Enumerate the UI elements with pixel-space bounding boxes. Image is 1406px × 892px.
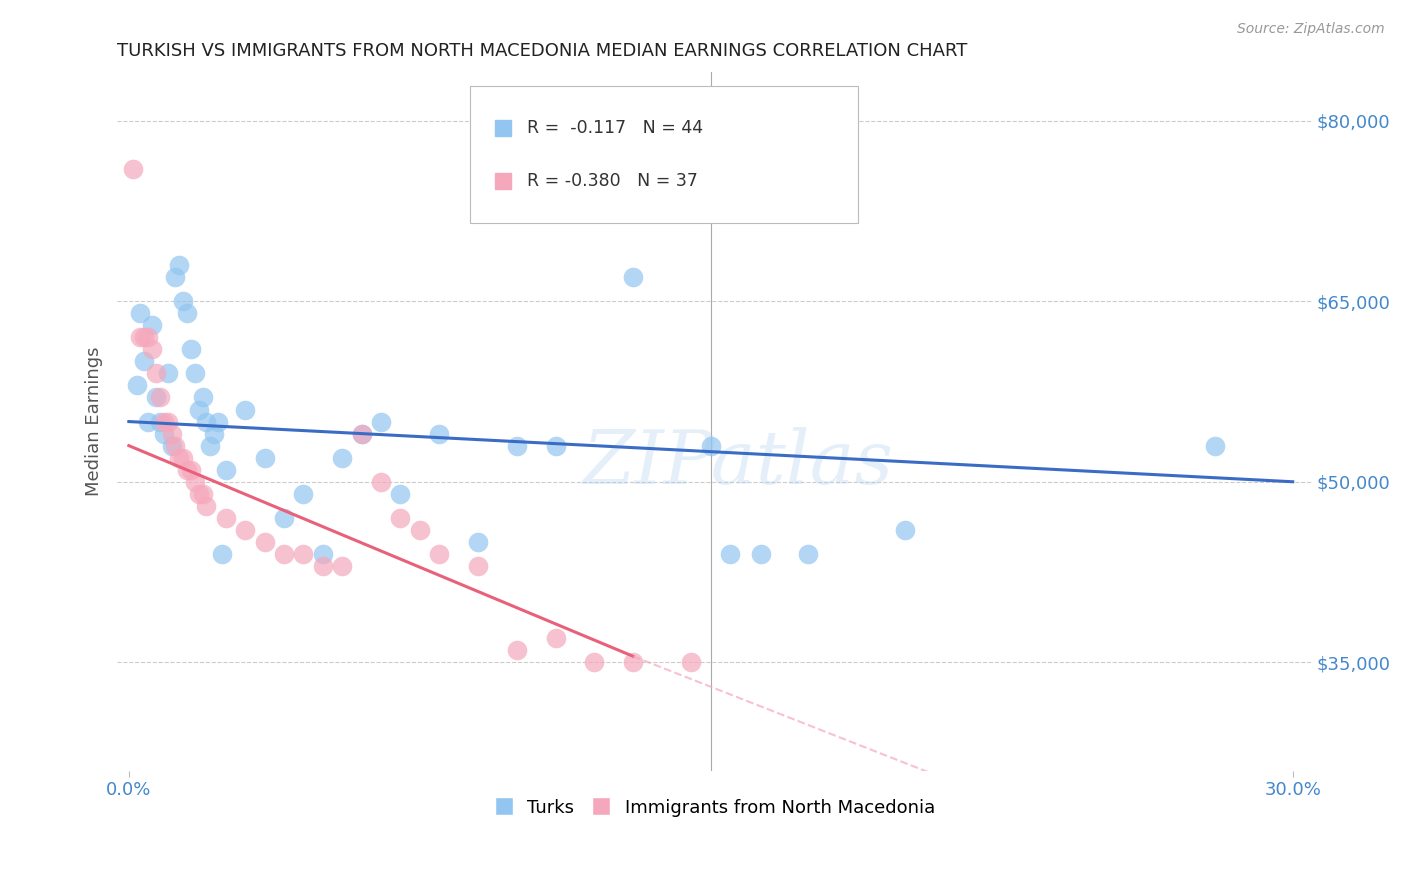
Point (273, 547, 295, 561)
Point (184, 475, 207, 489)
Point (191, 391, 214, 405)
Point (330, 559, 353, 574)
Point (134, 354, 156, 368)
Point (292, 547, 315, 561)
Point (187, 487, 209, 501)
Point (292, 487, 315, 501)
Point (621, 656, 644, 670)
Text: ZIPatlas: ZIPatlas (583, 427, 894, 500)
FancyBboxPatch shape (470, 87, 858, 222)
Point (136, 415, 159, 429)
Y-axis label: Median Earnings: Median Earnings (86, 347, 103, 496)
Point (121, 161, 143, 176)
Point (187, 402, 209, 417)
Point (200, 439, 222, 453)
Point (700, 439, 723, 453)
Point (427, 426, 450, 441)
Point (156, 415, 179, 429)
Point (350, 426, 373, 441)
Point (797, 547, 820, 561)
Point (467, 559, 489, 574)
Point (389, 487, 412, 501)
Point (195, 499, 218, 513)
Text: R =  -0.117   N = 44: R = -0.117 N = 44 (527, 119, 703, 136)
Point (180, 343, 202, 357)
Point (167, 450, 190, 465)
Point (202, 426, 225, 441)
Point (211, 547, 233, 561)
Point (167, 258, 190, 272)
Point (370, 475, 392, 489)
Text: Source: ZipAtlas.com: Source: ZipAtlas.com (1237, 22, 1385, 37)
Point (129, 306, 152, 320)
Point (156, 367, 179, 381)
Point (544, 439, 567, 453)
Point (191, 487, 214, 501)
Point (125, 378, 148, 392)
Point (207, 415, 229, 429)
Point (160, 426, 183, 441)
Point (129, 330, 152, 344)
Point (184, 367, 207, 381)
Point (145, 367, 167, 381)
Point (330, 450, 353, 465)
Point (894, 523, 917, 537)
Point (233, 402, 256, 417)
Point (180, 463, 202, 477)
Point (389, 511, 412, 525)
Point (134, 330, 156, 344)
Point (172, 450, 194, 465)
Point (718, 547, 741, 561)
Point (467, 535, 489, 549)
Point (427, 547, 450, 561)
Point (370, 415, 392, 429)
Text: R = -0.380   N = 37: R = -0.380 N = 37 (527, 172, 697, 190)
Point (409, 523, 432, 537)
Point (1204, 439, 1226, 453)
Point (681, 656, 703, 670)
Point (152, 415, 174, 429)
Point (253, 535, 276, 549)
Point (621, 270, 644, 285)
Point (215, 463, 238, 477)
Point (141, 343, 163, 357)
Point (165, 270, 187, 285)
Text: TURKISH VS IMMIGRANTS FROM NORTH MACEDONIA MEDIAN EARNINGS CORRELATION CHART: TURKISH VS IMMIGRANTS FROM NORTH MACEDON… (117, 42, 967, 60)
Point (350, 426, 373, 441)
Point (583, 656, 606, 670)
Point (195, 415, 218, 429)
Point (160, 439, 183, 453)
Point (152, 426, 174, 441)
Point (165, 439, 187, 453)
Point (253, 450, 276, 465)
Point (176, 306, 198, 320)
Point (149, 415, 172, 429)
Point (172, 294, 194, 309)
Point (506, 439, 529, 453)
Point (145, 391, 167, 405)
Point (506, 643, 529, 657)
Point (176, 463, 198, 477)
Point (312, 559, 335, 574)
Point (312, 547, 335, 561)
Point (149, 391, 172, 405)
Point (544, 632, 567, 646)
Point (273, 511, 295, 525)
Point (749, 547, 772, 561)
Point (215, 511, 238, 525)
Point (233, 523, 256, 537)
Point (136, 330, 159, 344)
Point (141, 318, 163, 333)
Legend: Turks, Immigrants from North Macedonia: Turks, Immigrants from North Macedonia (488, 792, 942, 824)
